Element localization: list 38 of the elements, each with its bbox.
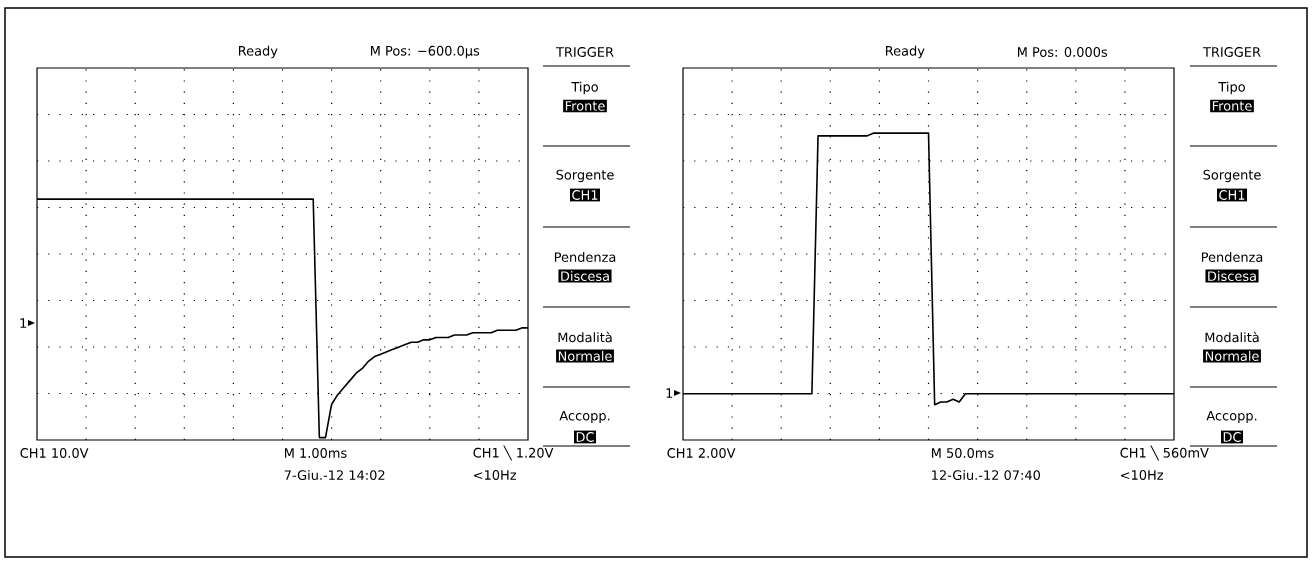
text: CH1 ╲ 560mV [1120,445,1209,461]
text: Sorgente [556,169,614,183]
text: M Pos: 0.000s [1017,47,1108,57]
text: 1 [20,318,27,328]
text: 1 [666,388,673,398]
text: M Pos: −600.0µs [370,45,480,59]
text: Modalità [558,331,612,343]
text: Ready [238,45,278,59]
text: CH1 [1219,190,1245,200]
text: M 1.00ms [284,448,347,458]
text: Discesa [1208,270,1256,281]
text: M 50.0ms [931,448,994,458]
text: DC [1223,432,1241,442]
text: Modalità [1205,331,1259,343]
text: Sorgente [1203,169,1261,183]
text: Pendenza [1201,251,1263,262]
text: CH1 2.00V [667,448,736,458]
text: Discesa [561,270,609,281]
text: Normale [1205,350,1259,361]
text: 7-Giu.-12 14:02 [284,469,385,480]
text: TRIGGER [555,47,614,57]
text: Accopp. [1206,410,1257,424]
text: CH1 [572,190,598,200]
text: DC [576,432,594,442]
text: Normale [558,350,612,361]
text: Tipo [1218,81,1245,95]
text: Fronte [565,101,605,111]
text: Ready [885,45,925,59]
text: Pendenza [554,251,616,262]
text: <10Hz [474,470,517,480]
text: Tipo [571,81,598,95]
text: Fronte [1212,101,1252,111]
text: 12-Giu.-12 07:40 [932,469,1041,480]
text: CH1 ╲ 1.20V [473,445,554,461]
text: CH1 10.0V [20,448,89,458]
text: TRIGGER [1202,47,1261,57]
text: <10Hz [1121,470,1164,480]
text: Accopp. [559,410,610,424]
